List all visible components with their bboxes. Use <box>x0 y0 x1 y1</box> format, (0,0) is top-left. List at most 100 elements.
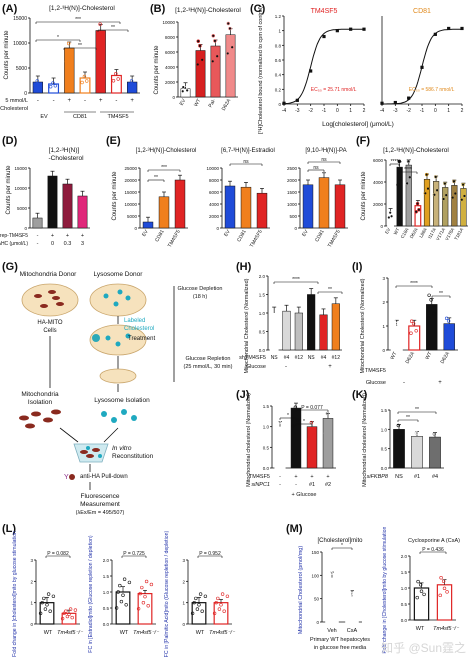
significance-label: ns <box>313 165 319 171</box>
arrow <box>103 427 119 443</box>
y-tick-label: 0 <box>134 226 137 231</box>
mito-donor-title: Mitochondria Donor <box>20 271 78 278</box>
group-label: CD81 <box>73 114 87 120</box>
data-point <box>399 435 403 439</box>
x-tick-label: 2 <box>461 108 464 114</box>
data-point <box>417 208 421 212</box>
bar <box>195 50 206 98</box>
data-point <box>307 437 311 441</box>
chart-F: 0 2000 4000 6000 EV WT C18A D62A L88A I117AV171AV… <box>373 158 468 241</box>
p-value-label: P = 0.436 <box>422 547 444 553</box>
y-tick-label: 0.5 <box>103 606 110 611</box>
y-tick-label: 3 <box>182 558 185 563</box>
chart-H: 0.00.51.01.52.0****** <box>259 274 343 353</box>
glucose-repletion-label: Glucose Repletion <box>186 356 231 362</box>
data-point <box>429 444 434 449</box>
glucose-minus: - <box>403 380 405 386</box>
y-axis-label: Counts per minute <box>361 171 367 221</box>
significance-label: ** <box>111 25 115 31</box>
data-point <box>414 329 418 333</box>
group-label: TM4SF5 <box>107 114 128 120</box>
lysosome <box>125 333 131 339</box>
data-point <box>122 577 127 581</box>
data-point <box>37 82 42 86</box>
y-axis-label: Counts per minute <box>112 171 118 221</box>
data-point <box>432 432 437 436</box>
isolated-mitochondrion <box>31 411 41 417</box>
data-point <box>48 84 53 89</box>
mito-isolation-label: Mitochondria <box>21 391 59 398</box>
lysosome <box>103 293 109 299</box>
data-point <box>347 589 351 593</box>
category-label: D62A <box>440 350 452 364</box>
y-tick-label: 2000 <box>373 202 384 207</box>
data-point <box>132 82 136 86</box>
y-tick-label: 0 <box>24 91 27 97</box>
y-tick-label: 0 <box>278 102 281 107</box>
data-point <box>411 444 416 448</box>
subchart-title: [6,7-³H(N)]-Estradiol <box>221 148 275 154</box>
y-axis-label: FC in [Estradiol]mito (Glucose repletion… <box>88 535 94 653</box>
data-point <box>323 431 327 435</box>
data-point <box>391 331 396 335</box>
bar <box>95 30 106 94</box>
y-axis-label: [³H]Cholesterol bound (normalized to cpm… <box>258 6 264 134</box>
data-point <box>121 593 125 597</box>
y-tick-label: 1000 <box>287 202 298 207</box>
data-point <box>38 611 43 616</box>
bar <box>210 45 221 98</box>
data-point <box>129 79 134 83</box>
data-point <box>435 441 439 445</box>
subchart-title: Cyclosporine A (CsA) <box>408 538 460 544</box>
data-point <box>312 433 316 437</box>
y-tick-label: 1.5 <box>263 404 270 409</box>
tube-lysosome <box>86 446 90 450</box>
data-point <box>216 596 220 601</box>
glucose-plus: + <box>438 380 442 386</box>
category-label: V178A <box>444 227 455 241</box>
category-label: EV <box>223 228 232 237</box>
y-tick-label: 2000 <box>209 214 220 219</box>
y-tick-label: 0.5 <box>263 445 270 450</box>
data-point <box>70 615 74 620</box>
panel-letter: (G) <box>2 261 18 273</box>
row-label: Glucose <box>366 380 386 386</box>
lysosome <box>113 301 119 307</box>
data-point <box>228 26 232 31</box>
bar <box>306 426 318 469</box>
sign-label: - <box>295 482 297 488</box>
arrow <box>59 427 79 443</box>
sign-label: + <box>99 98 103 104</box>
panel-title: [1,2-³H(N)]-Cholesterol <box>49 5 115 12</box>
bar <box>322 418 334 469</box>
significance-label: **** <box>391 159 399 165</box>
isolated-lysosome <box>111 417 117 423</box>
data-point <box>194 596 198 601</box>
data-point <box>136 607 141 611</box>
bar <box>256 192 268 229</box>
significance-label: *** <box>75 17 81 23</box>
p-value-label: P = 0.725 <box>123 551 145 557</box>
sign-label: + <box>51 233 54 239</box>
isolation-label: Isolation <box>28 399 53 406</box>
data-point <box>330 580 334 584</box>
row-label: TM4SF5 <box>365 368 386 374</box>
data-point <box>447 26 451 31</box>
y-tick-label: 2 <box>30 579 33 584</box>
y-tick-label: 1.5 <box>259 293 266 298</box>
data-point <box>275 437 279 441</box>
row-label: siFKBP8 <box>367 474 389 480</box>
glucose-label: + Glucose <box>292 492 317 498</box>
data-point <box>67 612 71 617</box>
data-point <box>111 79 116 83</box>
data-point <box>405 181 409 186</box>
data-point <box>203 594 208 598</box>
chart-E-Estradiol: 0 2000 4000 6000 8000 10000 EV CD81 TM4SF5 ns <box>206 159 270 249</box>
data-point <box>214 600 218 605</box>
row-label: Strep-TM4SF5 <box>0 233 28 239</box>
data-point <box>433 32 437 36</box>
data-point <box>453 191 458 196</box>
chart-C-CD81: -4 -3 -2 -1 0 1 2 CD81 EC₅₀ = 586.7 nmol/L <box>380 8 464 114</box>
y-tick-label: 0.5 <box>401 602 408 607</box>
